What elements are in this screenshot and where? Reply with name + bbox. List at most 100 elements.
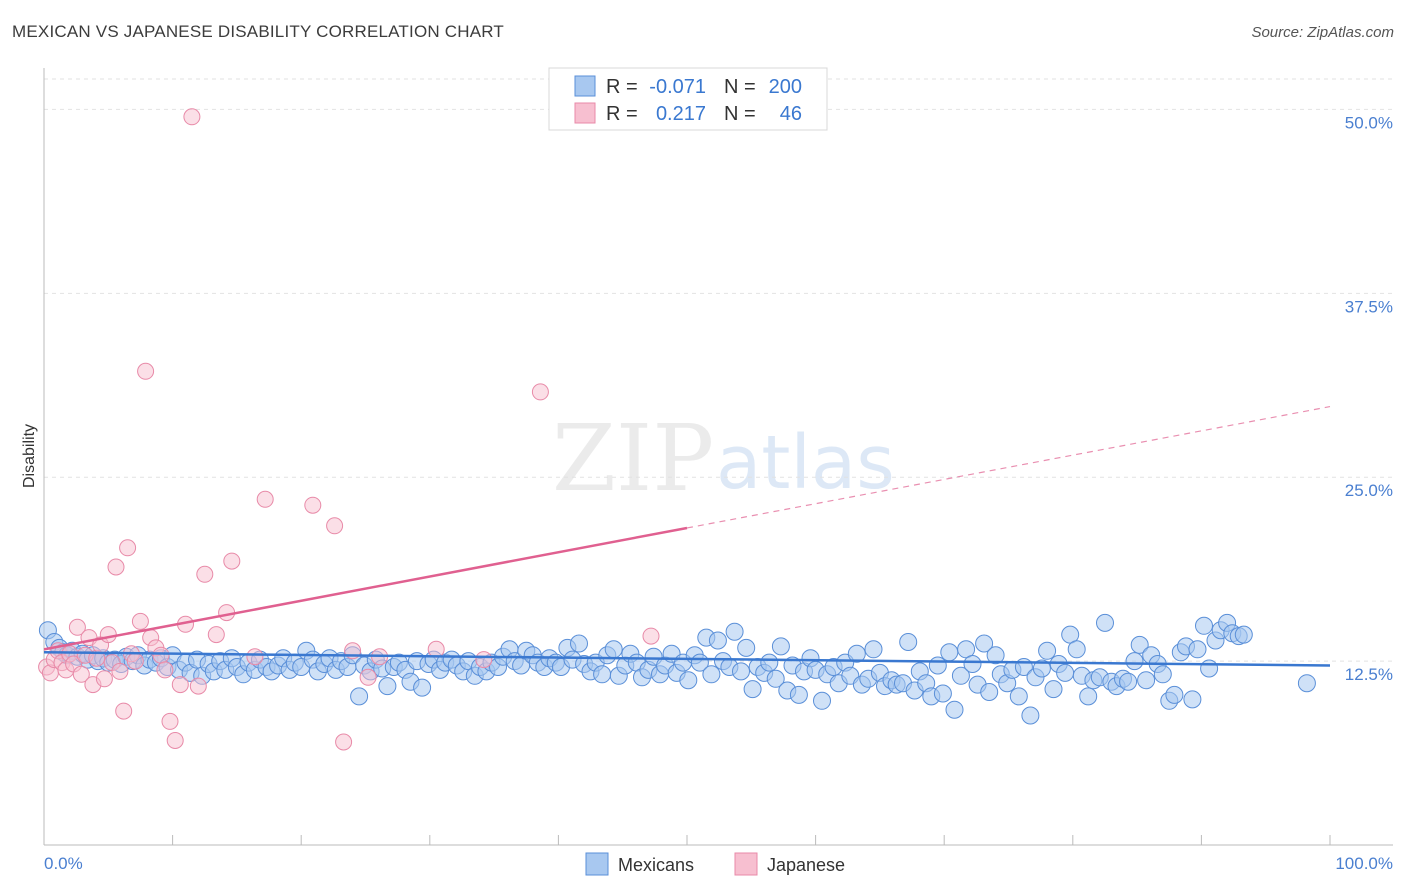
legend-label-mexicans: Mexicans	[618, 855, 694, 875]
japanese-point-21	[119, 539, 137, 557]
japanese-point-37	[207, 626, 225, 644]
trend-lines	[43, 406, 1331, 667]
mexicans-point-97	[593, 665, 612, 684]
watermark-atlas: atlas	[716, 420, 895, 506]
y-tick-label-2: 37.5%	[1345, 297, 1393, 316]
japanese-point-43	[326, 517, 344, 535]
mexicans-point-60	[378, 677, 397, 696]
mexicans-point-174	[1038, 641, 1057, 660]
stats-r-value-0: -0.071	[649, 76, 706, 98]
legend-label-japanese: Japanese	[767, 855, 845, 875]
japanese-point-24	[131, 612, 149, 630]
chart-title: MEXICAN VS JAPANESE DISABILITY CORRELATI…	[12, 22, 505, 41]
mexicans-point-199	[1183, 690, 1202, 709]
mexicans-point-159	[951, 666, 970, 685]
mexicans-point-194	[1153, 665, 1172, 684]
japanese-point-15	[95, 670, 113, 688]
mexicans-point-173	[1032, 659, 1051, 678]
japanese-point-16	[99, 626, 117, 644]
japanese-point-31	[166, 732, 184, 749]
mexicans-point-126	[760, 653, 779, 672]
japanese-point-28	[152, 646, 170, 664]
japanese-point-44	[335, 733, 353, 751]
mexicans-point-116	[702, 665, 721, 684]
japanese-point-9	[72, 665, 90, 683]
japanese-point-8	[68, 618, 86, 636]
mexicans-point-150	[899, 633, 918, 651]
mexicans-point-202	[1200, 659, 1219, 678]
japanese-point-25	[137, 362, 155, 380]
japanese-point-51	[642, 627, 660, 645]
japanese-trend-line	[43, 526, 688, 651]
japanese-point-23	[126, 652, 144, 670]
mexicans-point-131	[789, 685, 808, 704]
japanese-point-29	[156, 661, 174, 679]
japanese-point-50	[531, 383, 549, 401]
mexicans-point-163	[975, 634, 994, 653]
mexicans-point-181	[1079, 687, 1098, 706]
mexicans-point-157	[940, 643, 959, 662]
stats-r-label-1: R =	[606, 103, 638, 125]
mexicans-point-127	[766, 669, 785, 688]
mexicans-point-165	[986, 646, 1005, 665]
stats-n-label-1: N =	[724, 103, 756, 125]
stats-r-label-0: R =	[606, 76, 638, 98]
mexicans-point-191	[1137, 671, 1156, 690]
japanese-point-19	[111, 662, 129, 680]
stats-n-value-1: 46	[780, 103, 802, 125]
japanese-point-32	[171, 676, 189, 694]
mexicans-point-184	[1096, 613, 1114, 632]
x-tick-label-min: 0.0%	[44, 854, 83, 873]
legend-swatch-japanese	[734, 852, 758, 876]
japanese-point-30	[161, 712, 179, 730]
y-tick-label-0: 12.5%	[1345, 665, 1393, 684]
mexicans-points	[38, 613, 1316, 725]
mexicans-point-169	[1009, 687, 1028, 706]
japanese-point-39	[223, 552, 241, 570]
stats-n-label-0: N =	[724, 76, 756, 98]
japanese-point-40	[246, 648, 264, 666]
mexicans-point-120	[725, 622, 744, 641]
mexicans-point-161	[963, 655, 982, 673]
y-tick-label-3: 50.0%	[1345, 113, 1393, 132]
mexicans-point-93	[570, 634, 588, 653]
mexicans-point-189	[1125, 652, 1144, 671]
japanese-point-46	[359, 668, 377, 686]
mexicans-point-190	[1130, 635, 1149, 654]
mexicans-point-155	[928, 656, 947, 675]
mexicans-point-122	[737, 638, 756, 657]
mexicans-point-99	[604, 640, 623, 659]
mexicans-point-135	[813, 691, 831, 710]
mexicans-point-175	[1044, 680, 1063, 699]
mexicans-point-66	[413, 678, 432, 697]
japanese-points	[38, 108, 660, 751]
legend: Mexicans Japanese	[585, 852, 845, 876]
japanese-point-34	[183, 108, 201, 126]
watermark: ZIP atlas	[552, 405, 895, 512]
mexicans-trend-line	[43, 651, 1331, 667]
watermark-zip: ZIP	[552, 405, 714, 512]
x-tick-labels: 0.0% 100.0%	[44, 854, 1393, 873]
mexicans-point-200	[1188, 640, 1207, 659]
mexicans-point-164	[980, 683, 999, 701]
mexicans-point-128	[771, 637, 790, 656]
mexicans-point-123	[743, 680, 762, 699]
y-axis-label: Disability	[21, 424, 38, 488]
mexicans-point-112	[679, 671, 698, 690]
stats-swatch-mexicans	[574, 75, 596, 97]
stats-swatch-japanese	[574, 102, 596, 124]
japanese-point-20	[115, 702, 133, 720]
mexicans-point-141	[847, 644, 866, 663]
mexicans-point-55	[350, 687, 369, 706]
mexicans-point-156	[933, 684, 952, 703]
grid-lines	[44, 78, 1393, 662]
mexicans-point-171	[1021, 706, 1040, 725]
legend-swatch-mexicans	[585, 852, 609, 876]
x-tick-label-max: 100.0%	[1335, 854, 1393, 873]
mexicans-point-177	[1056, 663, 1075, 682]
japanese-point-36	[196, 565, 214, 583]
y-tick-label-1: 25.0%	[1345, 481, 1393, 500]
japanese-point-42	[304, 496, 322, 514]
stats-r-value-1: 0.217	[656, 103, 706, 125]
